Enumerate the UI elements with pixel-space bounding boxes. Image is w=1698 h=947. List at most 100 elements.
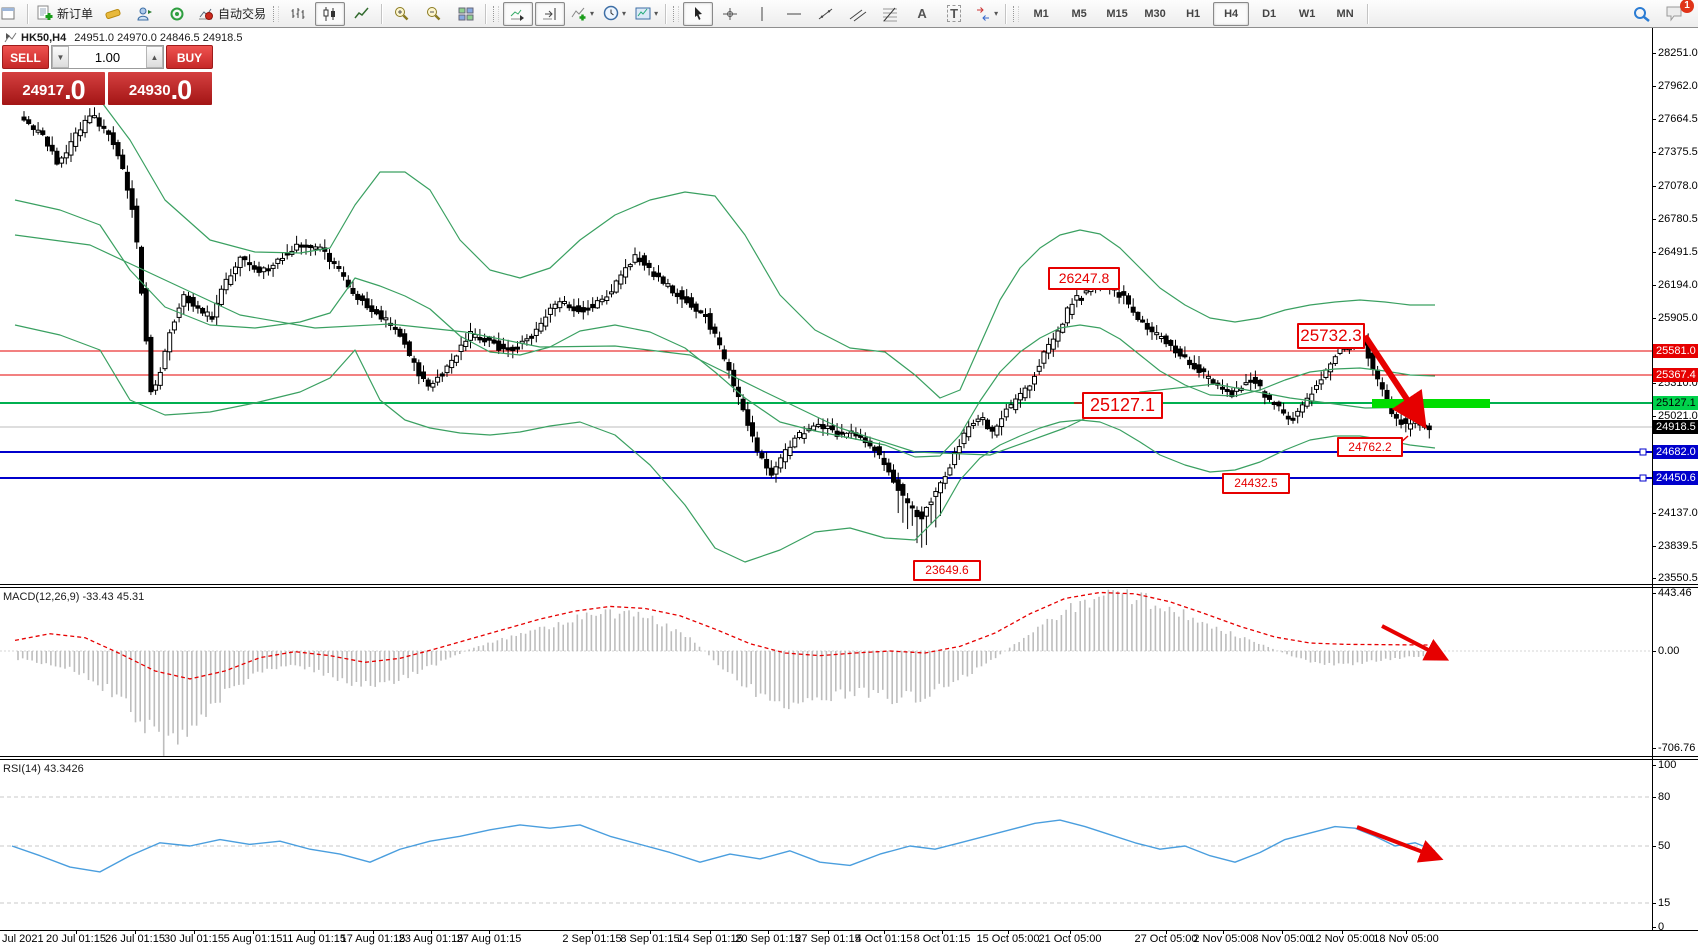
chat-icon[interactable]: 1: [1659, 0, 1694, 26]
chart-title: HK50,H4 24951.0 24970.0 24846.5 24918.5: [4, 31, 242, 44]
crosshair-button[interactable]: [715, 2, 745, 26]
time-axis-label: 14 Sep 01:15: [677, 933, 743, 945]
text-button[interactable]: A: [917, 6, 927, 21]
data-window-icon[interactable]: [162, 2, 192, 26]
profile-icon[interactable]: [130, 2, 160, 26]
vertical-line-button[interactable]: [747, 2, 777, 26]
timeframe-button-M1[interactable]: M1: [1033, 7, 1049, 20]
time-axis-label: Jul 2021: [2, 933, 44, 945]
time-axis-label: 2 Sep 01:15: [562, 933, 622, 945]
trendline-button[interactable]: [811, 2, 841, 26]
horizontal-line-button[interactable]: [779, 2, 809, 26]
toolbar-separator: [485, 3, 488, 24]
timeframe-button-H1[interactable]: H1: [1186, 7, 1201, 20]
indicators-button[interactable]: ▾: [567, 2, 597, 26]
candlestick-chart-button[interactable]: [315, 1, 346, 26]
toolbar-separator: [381, 3, 384, 24]
price-tick-label: 25021.0: [1658, 410, 1698, 422]
line-chart-button[interactable]: [347, 2, 377, 26]
price-tick-mark: [1652, 416, 1656, 417]
cursor-button[interactable]: [683, 1, 714, 26]
timeframe-button-M15[interactable]: M15: [1106, 7, 1128, 20]
pane-splitter[interactable]: [0, 584, 1698, 585]
toolbar-grip: [273, 5, 280, 22]
time-axis-label: 30 Jul 01:15: [164, 933, 224, 945]
time-tick-mark: [431, 930, 432, 934]
trend-arrow[interactable]: [1362, 334, 1427, 430]
tile-windows-button[interactable]: [451, 2, 481, 26]
pane-splitter[interactable]: [0, 587, 1698, 588]
support-highlight-bar[interactable]: [1372, 399, 1490, 408]
price-tick-mark: [1652, 119, 1656, 120]
ask-price-box[interactable]: 24930 .0: [108, 72, 212, 105]
notification-badge: 1: [1680, 0, 1694, 13]
macd-pane[interactable]: [0, 589, 1652, 756]
price-tick-mark: [1652, 513, 1656, 514]
bid-price-box[interactable]: 24917 .0: [2, 72, 105, 105]
candlesticks[interactable]: [21, 107, 1432, 548]
bar-chart-button[interactable]: [283, 2, 313, 26]
time-axis-label: 12 Nov 05:00: [1309, 933, 1375, 945]
timeframe-button-D1[interactable]: D1: [1262, 7, 1277, 20]
auto-trading-button[interactable]: 自动交易: [194, 2, 269, 26]
auto-scroll-button[interactable]: [503, 1, 534, 26]
price-annotation-label[interactable]: 23649.6: [913, 560, 981, 581]
price-annotation-label[interactable]: 24432.5: [1222, 473, 1290, 494]
price-tick-mark: [1652, 318, 1656, 319]
rsi-tick-mark: [1652, 903, 1656, 904]
zoom-in-button[interactable]: [387, 2, 417, 26]
window-icon[interactable]: [0, 2, 23, 26]
volume-input[interactable]: [69, 46, 146, 68]
time-axis-label: 20 Jul 01:15: [46, 933, 106, 945]
time-axis-label: 27 Aug 01:15: [456, 933, 522, 945]
macd-tick-label: -706.76: [1658, 742, 1696, 754]
templates-button[interactable]: ▾: [631, 2, 661, 26]
price-tick-mark: [1652, 546, 1656, 547]
price-annotation-label[interactable]: 25127.1: [1082, 392, 1163, 419]
buy-button[interactable]: BUY: [166, 45, 213, 69]
timeframe-button-M30[interactable]: M30: [1144, 7, 1166, 20]
price-tick-label: 27664.5: [1658, 113, 1698, 125]
fibonacci-button[interactable]: [875, 2, 905, 26]
timeframe-button-M5[interactable]: M5: [1071, 7, 1087, 20]
rsi-pane[interactable]: [0, 796, 1652, 904]
volume-decrease-button[interactable]: ▼: [52, 46, 69, 68]
main-chart-pane[interactable]: [0, 74, 1652, 563]
styles-icon[interactable]: [98, 2, 128, 26]
search-icon[interactable]: [1627, 2, 1657, 26]
horizontal-level-lines[interactable]: [0, 350, 1652, 482]
time-axis-label: 23 Aug 01:15: [398, 933, 464, 945]
label-button[interactable]: T: [939, 2, 969, 26]
time-tick-mark: [135, 930, 136, 934]
new-order-button[interactable]: 新订单: [33, 2, 96, 26]
bid-price-pips: .0: [64, 75, 86, 105]
time-tick-mark: [1166, 930, 1167, 934]
price-level-badge: 25367.4: [1653, 368, 1698, 382]
timeframe-button-W1[interactable]: W1: [1298, 7, 1316, 20]
price-level-badge: 25127.1: [1653, 396, 1698, 410]
trend-arrow[interactable]: [1381, 624, 1450, 661]
time-tick-mark: [710, 930, 711, 934]
arrows-button[interactable]: ▾: [971, 2, 1001, 26]
trend-arrow[interactable]: [1356, 825, 1444, 863]
chart-shift-button[interactable]: [535, 1, 566, 26]
zoom-out-button[interactable]: [419, 2, 449, 26]
price-tick-mark: [1652, 578, 1656, 579]
price-tick-mark: [1652, 152, 1656, 153]
periods-button[interactable]: ▾: [599, 2, 629, 26]
pane-splitter[interactable]: [0, 759, 1698, 760]
rsi-indicator-label: RSI(14) 43.3426: [3, 763, 84, 775]
price-annotation-label[interactable]: 24762.2: [1337, 437, 1403, 457]
pane-splitter[interactable]: [0, 756, 1698, 757]
price-annotation-label[interactable]: 26247.8: [1048, 267, 1120, 290]
ask-price: 24930: [128, 82, 171, 99]
macd-signal-line: [14, 591, 1431, 680]
timeframe-button-H4[interactable]: H4: [1213, 1, 1250, 26]
sell-button[interactable]: SELL: [2, 45, 49, 69]
price-annotation-label[interactable]: 25732.3: [1297, 323, 1365, 349]
timeframe-button-MN[interactable]: MN: [1336, 7, 1354, 20]
volume-increase-button[interactable]: ▲: [146, 46, 163, 68]
channel-button[interactable]: [843, 2, 873, 26]
